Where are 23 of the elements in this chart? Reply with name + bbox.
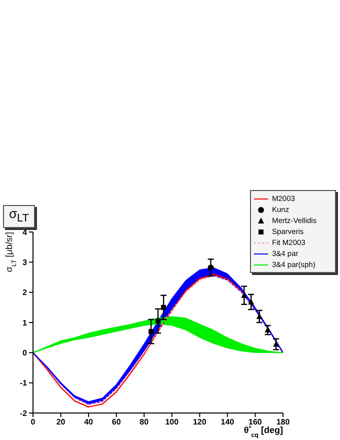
- y-tick-label: -2: [20, 408, 28, 418]
- point: [208, 264, 214, 271]
- y-tick-label: -1: [20, 378, 28, 388]
- y-tick-label: 1: [22, 318, 28, 328]
- x-tick-label: 140: [220, 418, 235, 427]
- x-tick-label: 180: [276, 418, 290, 427]
- x-tick-label: 100: [165, 418, 180, 427]
- y-tick-label: 0: [22, 348, 28, 358]
- x-tick-label: 40: [84, 418, 94, 427]
- x-tick-label: 80: [140, 418, 150, 427]
- y-tick-label: 3: [22, 258, 28, 268]
- point: [156, 318, 160, 324]
- point: [161, 304, 166, 310]
- x-tick-label: 20: [56, 418, 66, 427]
- x-tick-label: 60: [112, 418, 122, 427]
- point: [148, 329, 154, 334]
- point: [264, 326, 271, 333]
- y-tick-label: 2: [22, 288, 28, 298]
- chart-title: σ$_{LT}$: [3, 205, 35, 228]
- y-tick-label: 4: [22, 228, 28, 237]
- x-tick-label: 0: [30, 418, 36, 427]
- x-tick-label: 120: [192, 418, 207, 427]
- x-axis-title: θ$^{*}$$_{cq}$ [deg]: [244, 424, 283, 438]
